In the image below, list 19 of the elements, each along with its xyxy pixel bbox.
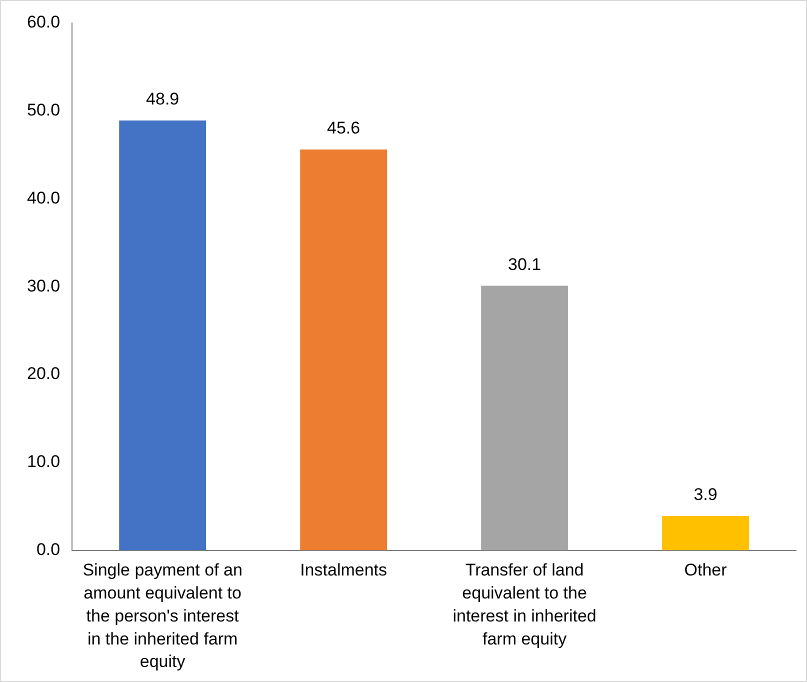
x-tick-label: Transfer of land equivalent to the interest in inherited farm equity (452, 560, 596, 648)
y-tick-label: 0.0 (36, 540, 60, 559)
y-tick-label: 20.0 (26, 364, 60, 384)
bar (119, 120, 206, 550)
y-tick-label: 10.0 (26, 452, 60, 472)
data-label: 3.9 (694, 485, 718, 504)
bar (662, 516, 749, 550)
x-tick-label: Instalments (300, 560, 388, 580)
x-tick-label: Other (684, 560, 728, 580)
y-tick-label: 50.0 (26, 100, 60, 120)
x-tick-label: Single payment of an amount equivalent to the person's interest in the inherited farm equity (82, 560, 242, 672)
y-tick-label: 30.0 (26, 276, 60, 296)
bar (300, 150, 387, 550)
data-label: 30.1 (508, 254, 542, 274)
bar (481, 286, 568, 550)
data-label: 45.6 (327, 118, 360, 138)
y-tick-label: 60.0 (26, 12, 60, 32)
y-tick-label: 40.0 (26, 188, 60, 208)
data-label: 48.9 (146, 90, 180, 109)
